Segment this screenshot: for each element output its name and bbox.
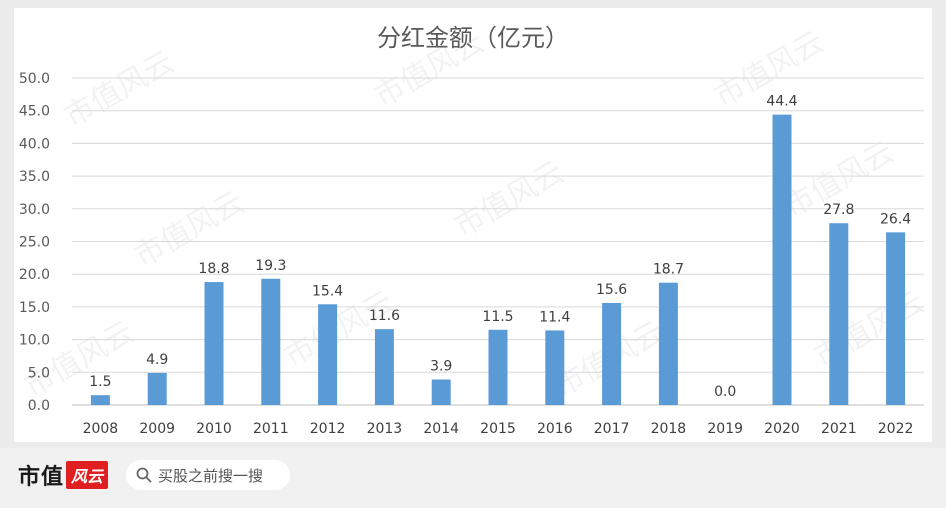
search-box[interactable]: 买股之前搜一搜 bbox=[126, 460, 290, 490]
bar bbox=[602, 302, 622, 405]
watermark-text: 市值风云 bbox=[809, 285, 930, 375]
watermark-text: 市值风云 bbox=[19, 315, 140, 405]
watermark-layer: 市值风云市值风云市值风云市值风云市值风云市值风云市值风云市值风云市值风云市值风云 bbox=[19, 25, 930, 405]
watermark-text: 市值风云 bbox=[59, 45, 180, 135]
data-label: 19.3 bbox=[255, 258, 286, 274]
chart-card: 市值风云市值风云市值风云市值风云市值风云市值风云市值风云市值风云市值风云市值风云… bbox=[14, 8, 932, 442]
data-label: 27.8 bbox=[823, 202, 854, 218]
data-label: 44.4 bbox=[766, 94, 797, 110]
x-tick-label: 2012 bbox=[310, 421, 346, 437]
data-labels: 1.5 4.9 18.8 19.3 15.4 11.6 3.9 11.5 11.4 15.6 18.… bbox=[89, 94, 911, 400]
bar bbox=[261, 278, 281, 405]
data-label: 1.5 bbox=[89, 374, 111, 390]
x-tick-label: 2010 bbox=[196, 421, 232, 437]
data-label: 15.4 bbox=[312, 283, 343, 299]
x-axis-ticks: 2008 2009 2010 2011 2012 2013 2014 2015 2016 2017… bbox=[83, 421, 914, 437]
x-tick-label: 2017 bbox=[594, 421, 630, 437]
watermark-text: 市值风云 bbox=[449, 155, 570, 245]
data-label: 15.6 bbox=[596, 282, 627, 298]
x-tick-label: 2014 bbox=[423, 421, 459, 437]
x-tick-label: 2020 bbox=[764, 421, 800, 437]
bars bbox=[90, 114, 906, 406]
y-tick-label: 35.0 bbox=[19, 169, 50, 185]
watermark-text: 市值风云 bbox=[129, 185, 250, 275]
y-tick-label: 10.0 bbox=[19, 333, 50, 349]
x-tick-label: 2022 bbox=[878, 421, 914, 437]
data-label: 4.9 bbox=[146, 352, 168, 368]
data-label: 11.4 bbox=[539, 309, 570, 325]
y-tick-label: 30.0 bbox=[19, 202, 50, 218]
bar bbox=[90, 395, 110, 405]
bar bbox=[204, 282, 224, 405]
y-tick-label: 50.0 bbox=[19, 71, 50, 87]
y-tick-label: 25.0 bbox=[19, 235, 50, 251]
data-label: 0.0 bbox=[714, 384, 736, 400]
y-tick-label: 0.0 bbox=[28, 398, 50, 414]
x-tick-label: 2009 bbox=[139, 421, 175, 437]
y-tick-label: 5.0 bbox=[28, 365, 50, 381]
x-tick-label: 2008 bbox=[83, 421, 119, 437]
bar-chart: 市值风云市值风云市值风云市值风云市值风云市值风云市值风云市值风云市值风云市值风云… bbox=[19, 24, 930, 437]
x-tick-label: 2011 bbox=[253, 421, 289, 437]
chart-title: 分红金额（亿元） bbox=[377, 24, 569, 52]
brand-logo-badge: 风云 bbox=[66, 461, 109, 489]
y-tick-label: 40.0 bbox=[19, 136, 50, 152]
data-label: 26.4 bbox=[880, 211, 911, 227]
search-icon bbox=[136, 467, 152, 483]
y-tick-label: 45.0 bbox=[19, 104, 50, 120]
bar bbox=[829, 223, 849, 405]
brand-name: 市值 bbox=[18, 464, 65, 490]
bar bbox=[658, 282, 678, 405]
x-tick-label: 2015 bbox=[480, 421, 516, 437]
x-tick-label: 2018 bbox=[651, 421, 687, 437]
footer-bar: 市值 风云 买股之前搜一搜 bbox=[0, 448, 946, 508]
bar bbox=[488, 329, 508, 405]
y-tick-label: 20.0 bbox=[19, 267, 50, 283]
bar bbox=[374, 329, 394, 405]
search-label: 买股之前搜一搜 bbox=[158, 466, 264, 485]
x-tick-label: 2021 bbox=[821, 421, 857, 437]
x-tick-label: 2013 bbox=[367, 421, 403, 437]
bar bbox=[772, 114, 792, 406]
bar bbox=[545, 330, 565, 405]
bar bbox=[147, 372, 167, 405]
y-axis-ticks: 0.0 5.0 10.0 15.0 20.0 25.0 30.0 35.0 40.0 45.0 50… bbox=[19, 71, 50, 414]
bar bbox=[431, 379, 451, 405]
bar bbox=[318, 304, 338, 405]
data-label: 11.5 bbox=[482, 309, 513, 325]
data-label: 18.8 bbox=[198, 261, 229, 277]
y-tick-label: 15.0 bbox=[19, 300, 50, 316]
brand-logo[interactable]: 市值 风云 bbox=[18, 460, 109, 490]
x-tick-label: 2016 bbox=[537, 421, 573, 437]
data-label: 11.6 bbox=[369, 308, 400, 324]
data-label: 18.7 bbox=[653, 262, 684, 278]
bar bbox=[886, 232, 906, 405]
x-tick-label: 2019 bbox=[707, 421, 743, 437]
data-label: 3.9 bbox=[430, 358, 452, 374]
